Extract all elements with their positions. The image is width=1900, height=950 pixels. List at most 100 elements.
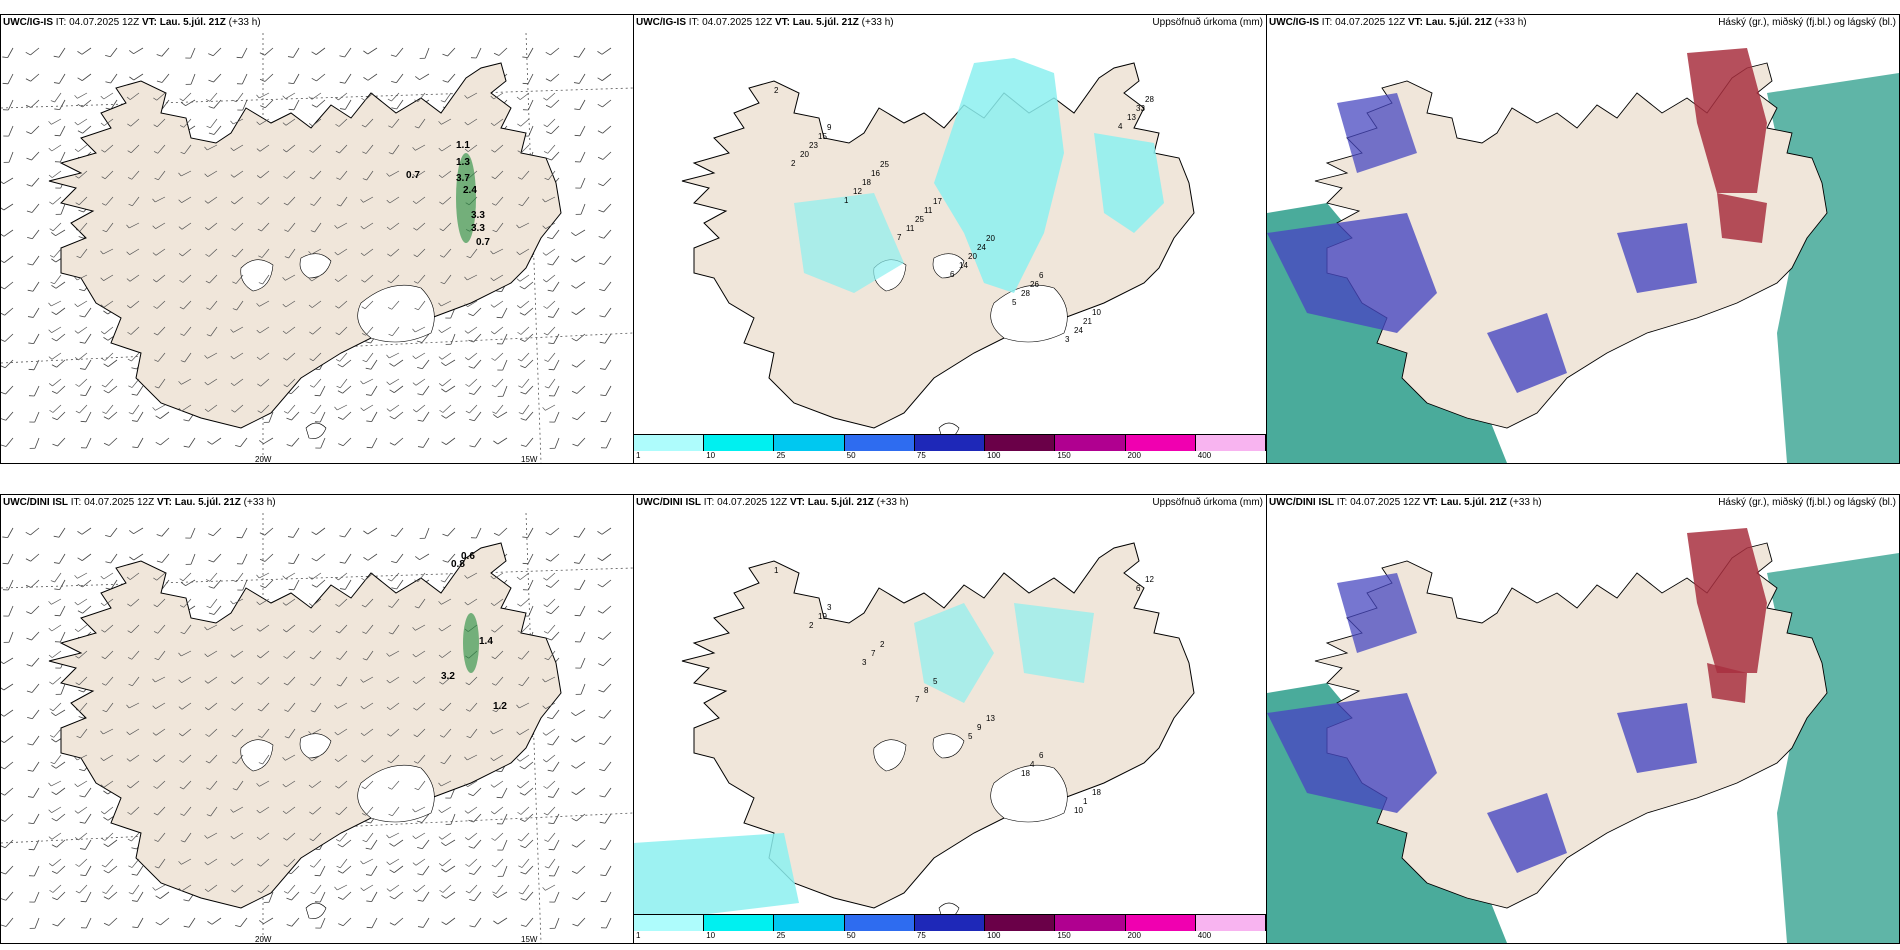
wind-barb-icon [548,333,560,345]
wind-barb-icon [520,359,534,369]
wind-barb-icon [26,177,40,187]
precip-value-label: 11 [906,224,915,233]
wind-barb-icon [308,248,322,255]
wind-barb-icon [414,572,426,582]
wind-barb-icon [28,359,40,371]
panel-header: UWC/IG-IS IT: 04.07.2025 12Z VT: Lau. 5.… [1269,17,1527,28]
wind-barb-icon [55,683,66,695]
wind-barb-icon [441,917,456,925]
wind-barb-icon [263,891,274,903]
wind-barb-icon [204,222,218,231]
wind-barb-icon [230,650,244,658]
precip-value-label: 25 [915,215,924,224]
wind-barb-icon [258,248,270,258]
wind-barb-icon [522,99,534,111]
wind-barb-icon [50,274,62,285]
wind-barb-icon [445,813,456,825]
glacier [873,739,907,772]
wind-barb-icon [153,300,166,309]
wind-barb-icon [74,274,88,281]
wind-barb-icon [361,118,374,128]
wind-barb-icon [257,378,270,387]
wind-barb-icon [178,858,192,865]
wind-barb-icon [469,917,482,928]
wind-barb-icon [53,553,66,564]
wind-barb-icon [286,891,300,901]
wind-barb-icon [362,144,374,154]
wind-barb-icon [54,125,66,137]
wind-barb-icon [464,832,478,841]
precip-value-label: 1 [1083,797,1088,806]
wind-barb-icon [49,404,62,413]
colorbar-swatch [634,915,705,931]
wind-barb-icon [597,631,612,640]
precip-map: 2925172061028151611242621332318252028241… [634,33,1266,445]
precip-colorbar [634,914,1266,931]
glacier [299,253,332,279]
wind-barb-icon [77,73,92,81]
wind-barb-icon [308,274,322,282]
wind-barb-icon [386,858,400,865]
wind-barb-icon [598,255,612,265]
panel-r1-wind: UWC/IG-IS IT: 04.07.2025 12Z VT: Lau. 5.… [0,14,634,464]
wind-barb-icon [414,92,426,102]
wind-barb-icon [464,572,478,579]
wind-barb-icon [314,865,326,877]
wind-barb-icon [334,728,348,736]
wind-barb-icon [3,605,14,617]
wind-barb-icon [103,865,118,874]
wind-barb-icon [155,437,170,446]
wind-barb-icon [127,352,140,362]
wind-barb-icon [490,92,504,100]
wind-barb-icon [360,702,374,710]
wind-barb-icon [178,650,192,657]
wind-barb-icon [516,780,530,789]
colorbar-tick-label: 100 [987,451,1001,460]
wind-barb-icon [154,352,166,362]
wind-barb-icon [575,657,586,669]
wind-barb-icon [339,73,352,84]
wind-barb-icon [127,624,140,634]
wind-barb-icon [440,754,452,765]
colorbar-labels: 1 10 25 50 75 100 150 200 400 [634,451,1266,461]
wind-barb-icon [388,598,400,608]
precip-area [794,193,904,293]
wind-barb-icon [310,404,322,415]
wind-barb-icon [516,300,530,309]
precip-value-label: 28 [1145,95,1154,104]
wind-barb-icon [231,222,244,231]
wind-barb-icon [413,274,426,284]
wind-barb-icon [126,728,140,735]
wind-barb-icon [178,404,192,412]
wind-barb-icon [74,300,88,307]
wind-barb-icon [26,203,40,213]
wind-barb-icon [257,196,270,205]
wind-barb-icon [546,631,560,641]
wind-barb-icon [181,579,196,587]
wind-barb-icon [493,891,508,899]
wind-barb-icon [543,624,556,634]
colorbar-tick-label: 25 [776,451,786,460]
wind-barb-icon [542,728,556,736]
wind-barb-icon [470,47,482,59]
precip-value-label: 28 [1021,289,1030,298]
precip-value-label: 24 [977,243,986,252]
wind-barb-icon [257,858,270,867]
panel-header: UWC/IG-IS IT: 04.07.2025 12Z VT: Lau. 5.… [3,17,261,28]
wind-barb-icon [259,553,274,562]
mid-cloud-area [1337,573,1417,653]
wind-barb-icon [543,806,556,816]
wind-barb-icon [153,144,166,154]
wind-barb-icon [412,352,426,359]
wind-barb-icon [178,170,192,177]
wind-barb-icon [438,806,452,813]
wind-barb-icon [573,527,586,538]
wind-barb-icon [311,553,326,562]
wind-barb-icon [103,839,118,847]
wind-barb-icon [153,806,166,816]
panel-header: UWC/DINI ISL IT: 04.07.2025 12Z VT: Lau.… [636,497,909,508]
wind-barb-icon [362,650,374,661]
wind-barb-icon [180,806,192,816]
wind-barb-icon [597,151,612,160]
glacier [932,253,965,279]
